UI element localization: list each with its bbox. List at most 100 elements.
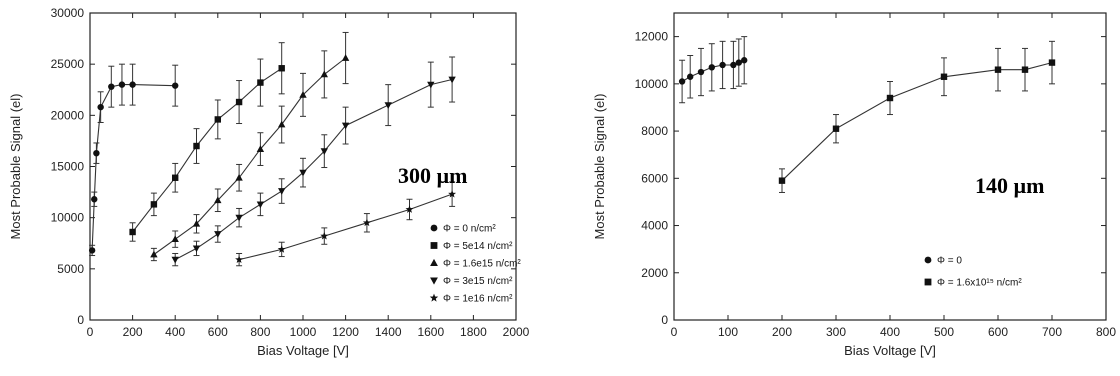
legend-label: Φ = 1.6x10¹⁵ n/cm²: [937, 278, 1022, 289]
data-point: [320, 148, 328, 155]
x-tick-label: 800: [1096, 325, 1116, 339]
data-point: [235, 173, 243, 181]
data-point: [193, 142, 200, 150]
x-axis: 0 100 200 300 400 500 600 700 800: [671, 13, 1116, 339]
legend: Φ = 0 n/cm² Φ = 5e14 n/cm² Φ = 1.6e15 n/cm…: [429, 224, 521, 305]
data-point: [687, 73, 694, 80]
x-tick-label: 400: [880, 325, 900, 339]
legend-label: Φ = 3e15 n/cm²: [443, 276, 513, 287]
legend-marker: [430, 224, 438, 232]
data-point: [91, 196, 98, 203]
data-point: [448, 76, 456, 84]
x-axis-title: Bias Voltage [V]: [257, 343, 349, 358]
data-point: [235, 255, 244, 263]
data-point: [172, 174, 179, 181]
x-tick-label: 0: [87, 325, 94, 339]
y-tick-label: 2000: [641, 266, 668, 280]
y-tick-label: 15000: [51, 160, 85, 174]
data-point: [150, 201, 158, 208]
data-point: [886, 94, 894, 102]
y-tick-label: 0: [661, 313, 668, 327]
data-point: [256, 201, 265, 209]
data-point: [235, 98, 243, 106]
legend-marker: [430, 258, 438, 267]
legend-label: Φ = 0: [937, 256, 962, 267]
x-tick-label: 1600: [417, 325, 444, 339]
x-tick-label: 600: [208, 325, 228, 339]
data-point: [1048, 59, 1056, 66]
series-1: [129, 42, 285, 242]
legend-marker: [924, 278, 932, 286]
x-tick-label: 1000: [290, 325, 317, 339]
data-point: [994, 66, 1002, 73]
legend-marker: [924, 256, 932, 264]
x-tick-label: 500: [934, 325, 954, 339]
data-point: [118, 81, 126, 88]
data-point: [320, 231, 329, 240]
data-point: [172, 82, 179, 89]
data-point: [427, 81, 435, 89]
x-axis-title: Bias Voltage [V]: [844, 343, 936, 358]
data-point: [214, 196, 222, 204]
series-0: [678, 36, 748, 104]
data-point: [741, 57, 748, 64]
data-point: [735, 59, 742, 66]
data-point: [192, 245, 201, 253]
legend-label: Φ = 5e14 n/cm²: [443, 241, 513, 252]
series-line: [781, 62, 1053, 182]
series-0: [88, 63, 179, 257]
data-point: [129, 81, 136, 88]
series-line: [174, 78, 453, 261]
series-4: [235, 181, 457, 267]
data-point: [448, 189, 457, 198]
y-axis-title: Most Probable Signal (el): [8, 94, 23, 240]
x-tick-label: 0: [671, 325, 678, 339]
data-point: [256, 145, 265, 152]
legend-marker: [430, 242, 438, 249]
chart-300um: 0 200 400 600 800 1000 1200 1400 1600 1800 2000050…: [8, 6, 530, 358]
x-tick-label: 300: [826, 325, 846, 339]
y-tick-label: 10000: [51, 211, 85, 225]
x-tick-label: 1200: [332, 325, 359, 339]
data-point: [708, 64, 715, 71]
x-tick-label: 800: [250, 325, 270, 339]
data-point: [384, 102, 392, 109]
series-3: [171, 56, 456, 267]
data-point: [299, 169, 307, 177]
y-tick-label: 10000: [635, 77, 669, 91]
data-point: [97, 103, 104, 111]
data-point: [678, 78, 686, 85]
data-point: [832, 125, 840, 132]
series-1: [778, 40, 1056, 193]
y-tick-label: 5000: [57, 262, 84, 276]
x-tick-label: 200: [772, 325, 792, 339]
data-point: [278, 188, 286, 195]
thickness-annotation: 140 µm: [975, 173, 1045, 198]
data-point: [171, 235, 179, 243]
legend-label: Φ = 1.6e15 n/cm²: [443, 259, 521, 270]
data-point: [697, 68, 705, 76]
data-point: [730, 61, 737, 69]
thickness-annotation: 300 µm: [398, 163, 468, 188]
legend: Φ = 0 Φ = 1.6x10¹⁵ n/cm²: [924, 256, 1022, 289]
y-axis: 0 5000 10000 15000 20000 25000 30000: [51, 6, 516, 327]
y-tick-label: 30000: [51, 6, 85, 20]
data-point: [214, 231, 222, 238]
data-point: [278, 65, 285, 72]
x-tick-label: 2000: [503, 325, 530, 339]
x-axis: 0 200 400 600 800 1000 1200 1400 1600 1800 2000: [87, 13, 530, 339]
x-tick-label: 1400: [375, 325, 402, 339]
data-point: [214, 116, 221, 123]
data-point: [257, 79, 264, 86]
data-point: [278, 120, 286, 128]
legend-label: Φ = 0 n/cm²: [443, 224, 496, 235]
data-point: [1021, 66, 1029, 73]
data-point: [88, 247, 96, 254]
data-point: [341, 54, 350, 61]
legend-marker: [429, 293, 439, 302]
series-line: [132, 67, 283, 233]
y-tick-label: 25000: [51, 57, 85, 71]
data-point: [299, 91, 307, 98]
data-point: [192, 219, 201, 227]
x-tick-label: 100: [718, 325, 738, 339]
